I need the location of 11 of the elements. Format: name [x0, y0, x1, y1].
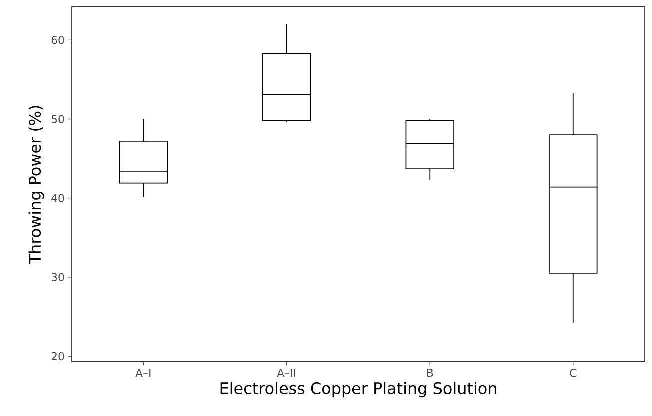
y-tick-label: 40: [52, 194, 64, 202]
x-tick-label: C: [570, 369, 577, 378]
x-axis-title: Electroless Copper Plating Solution: [220, 382, 496, 398]
x-tick-label: A–II: [277, 369, 296, 378]
y-axis-title: Throwing Power (%): [28, 106, 44, 264]
y-tick-label: 30: [52, 273, 64, 282]
y-tick-label: 50: [52, 115, 64, 124]
x-tick-label: A–I: [136, 369, 151, 378]
y-tick-label: 20: [52, 352, 64, 361]
y-tick-label: 60: [52, 36, 64, 44]
x-tick-label: B: [427, 369, 434, 378]
